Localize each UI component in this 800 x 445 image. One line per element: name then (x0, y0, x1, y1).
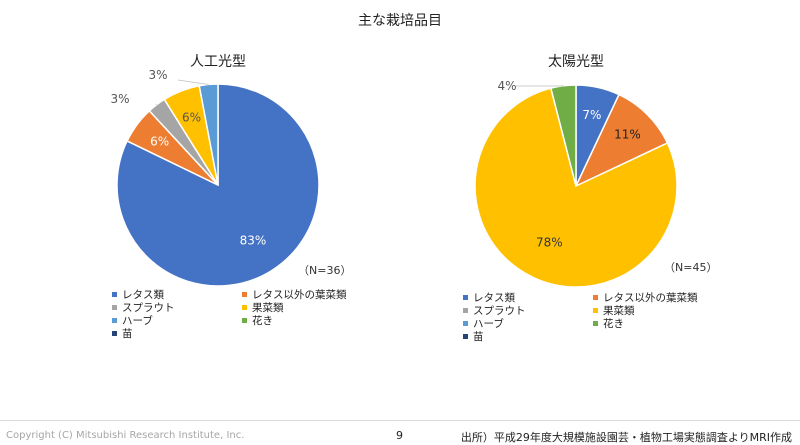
sample-size-note: （N=45） (664, 261, 717, 274)
legend-label: 果菜類 (252, 302, 284, 314)
sample-size-note: （N=36） (298, 264, 351, 277)
source-note: 出所）平成29年度大規模施設園芸・植物工場実態調査よりMRI作成 (461, 429, 792, 445)
legend-label: レタス以外の葉菜類 (603, 292, 698, 304)
footer-divider (0, 420, 800, 421)
legend-label: ハーブ (473, 318, 504, 330)
legend-swatch (242, 318, 247, 323)
legend-label: スプラウト (122, 302, 175, 314)
legend-item: 花き (593, 318, 624, 331)
legend-label: レタス類 (473, 292, 515, 304)
legend-swatch (593, 295, 598, 300)
data-label: 6% (182, 110, 201, 124)
legend-label: スプラウト (473, 305, 526, 317)
legend-item: 苗 (112, 328, 133, 341)
legend-label: 苗 (473, 331, 484, 343)
data-label: 3% (110, 92, 129, 106)
legend-swatch (112, 305, 117, 310)
data-label: 6% (150, 135, 169, 149)
legend-label: ハーブ (122, 315, 153, 327)
legend-artificial-light: レタス類 レタス以外の葉菜類スプラウト 果菜類ハーブ 花き苗 (112, 289, 372, 349)
legend-label: 果菜類 (603, 305, 635, 317)
data-label: 7% (582, 108, 601, 122)
legend-label: 花き (603, 318, 624, 330)
legend-swatch (463, 334, 468, 339)
legend-item: 花き (242, 315, 273, 328)
legend-swatch (242, 292, 247, 297)
pie-title: 太陽光型 (548, 54, 604, 70)
legend-label: 花き (252, 315, 273, 327)
legend-item: スプラウト (112, 302, 175, 315)
legend-swatch (112, 318, 117, 323)
legend-swatch (463, 295, 468, 300)
legend-item: 果菜類 (593, 305, 635, 318)
legend-swatch (112, 292, 117, 297)
copyright: Copyright (C) Mitsubishi Research Instit… (6, 430, 244, 441)
legend-sunlight: レタス類 レタス以外の葉菜類スプラウト 果菜類ハーブ 花き苗 (463, 292, 723, 352)
page-number: 9 (396, 429, 403, 442)
pie-chart-sunlight: 太陽光型 7% 11% 78% 4% （N=45） (475, 54, 717, 287)
leader-line (178, 80, 209, 84)
data-label: 4% (497, 79, 516, 93)
legend-swatch (112, 331, 117, 336)
legend-item: レタス以外の葉菜類 (242, 289, 347, 302)
pie-title: 人工光型 (190, 54, 246, 70)
legend-swatch (463, 321, 468, 326)
data-label: 3% (148, 68, 167, 82)
legend-label: レタス以外の葉菜類 (252, 289, 347, 301)
legend-item: レタス以外の葉菜類 (593, 292, 698, 305)
leader-line (156, 104, 157, 105)
legend-swatch (242, 305, 247, 310)
data-label: 78% (536, 236, 563, 250)
legend-item: 果菜類 (242, 302, 284, 315)
legend-label: レタス類 (122, 289, 164, 301)
pie-chart-artificial: 人工光型 83% 6% 3% 6% 3% （N=36） (110, 54, 351, 286)
legend-item: 苗 (463, 331, 484, 344)
legend-item: レタス類 (463, 292, 515, 305)
legend-item: スプラウト (463, 305, 526, 318)
data-label: 83% (240, 234, 267, 248)
legend-item: レタス類 (112, 289, 164, 302)
data-label: 11% (614, 128, 641, 142)
legend-item: ハーブ (112, 315, 153, 328)
legend-swatch (463, 308, 468, 313)
legend-swatch (593, 321, 598, 326)
legend-swatch (593, 308, 598, 313)
legend-item: ハーブ (463, 318, 504, 331)
legend-label: 苗 (122, 328, 133, 340)
